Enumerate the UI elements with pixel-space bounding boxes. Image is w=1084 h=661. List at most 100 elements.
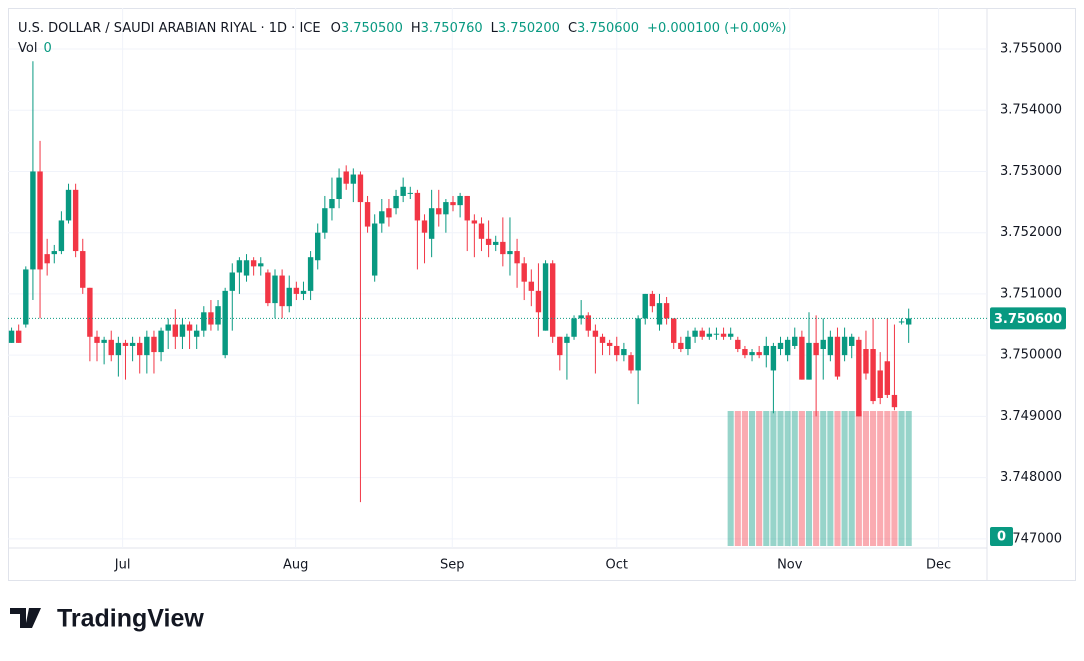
candle-body [514,251,520,264]
candle-body [756,352,762,356]
candle-body [272,275,278,304]
candle-body [400,186,406,196]
volume-bar [813,411,820,546]
volume-bar [877,411,884,546]
volume-bar [855,411,862,546]
candle-body [635,318,641,371]
candle-body [841,336,848,356]
ohlc-value: 3.750600 [577,21,639,36]
candle-body [65,189,72,221]
candle-body [350,174,357,184]
candle-body [222,290,228,356]
candle-body [777,342,784,350]
candle-body [421,220,428,233]
candle-body [671,318,677,343]
candle-body [628,355,634,371]
volume-bar [898,411,905,546]
candle-body [877,370,883,398]
candle-body [478,223,485,239]
candle-body [542,263,549,331]
candle-body [649,293,656,307]
candle-body [94,336,100,343]
candle-body [179,324,186,337]
brand-icon [10,608,41,628]
volume-bar [798,411,805,546]
candle-body [343,171,349,184]
candle-body [23,269,29,325]
ohlc-value: 3.750500 [341,21,403,36]
candle-body [357,174,364,203]
y-tick-label: 3.755000 [1000,42,1062,57]
candle-body [329,199,335,209]
volume-label: Vol [18,41,37,56]
candle-body [186,324,193,331]
volume-axis-label: 0 [997,530,1006,545]
candle-body [471,220,478,224]
candle-body [585,315,591,331]
candle-body [250,260,257,267]
candle-body [813,342,819,356]
candle-body [905,318,912,325]
candle-body [549,263,556,337]
brand-name: TradingView [57,605,204,633]
candle-body [229,272,235,291]
candle-body [727,333,734,337]
volume-bar [820,411,827,546]
candle-body [286,287,292,307]
ohlc-value: 3.750200 [498,21,560,36]
candle-body [571,318,577,337]
volume-bar [791,411,798,546]
candle-body [642,293,648,319]
volume-bar [891,411,898,546]
candle-body [108,339,114,356]
candle-body [172,324,179,337]
candle-body [137,342,143,356]
candle-body [258,263,264,267]
candle-body [215,306,221,325]
chart-frame [8,8,1076,581]
candle-body [457,195,463,206]
candle-body [735,339,741,350]
candle-body [279,275,285,307]
y-tick-label: 3.749000 [1000,409,1062,424]
candle-body [144,336,150,356]
candle-body [535,290,542,313]
candle-body [364,202,371,227]
candle-body [436,208,442,215]
volume-tag [990,527,1013,546]
volume-bar [770,411,777,546]
candle-body [51,251,57,255]
candle-body [856,339,862,417]
volume-bar [827,411,834,546]
candle-body [158,330,164,353]
candle-body [898,321,905,323]
candle-body [678,342,684,350]
last-price-tag [990,307,1066,330]
candle-body [713,333,720,335]
candle-body [322,208,328,233]
candle-body [706,333,713,337]
candle-body [8,330,15,343]
candle-body [379,211,385,224]
candle-body [87,287,93,337]
candle-body [315,232,321,261]
candle-body [129,342,136,346]
candle-body [827,336,834,356]
candle-body [656,303,663,325]
candle-body [699,330,705,337]
last-price-label: 3.750600 [994,312,1062,327]
candle-body [557,336,563,356]
volume-bar [741,411,748,546]
volume-bar [784,411,791,546]
symbol-title: U.S. DOLLAR / SAUDI ARABIAN RIYAL · 1D ·… [18,21,321,36]
candle-body [30,171,36,270]
volume-bar [884,411,891,546]
volume-value: 0 [43,41,51,56]
candle-body [122,342,129,346]
candle-body [507,251,513,255]
volume-bar [848,411,855,546]
candle-body [243,260,250,276]
candle-body [151,336,157,353]
candle-body [293,287,300,294]
